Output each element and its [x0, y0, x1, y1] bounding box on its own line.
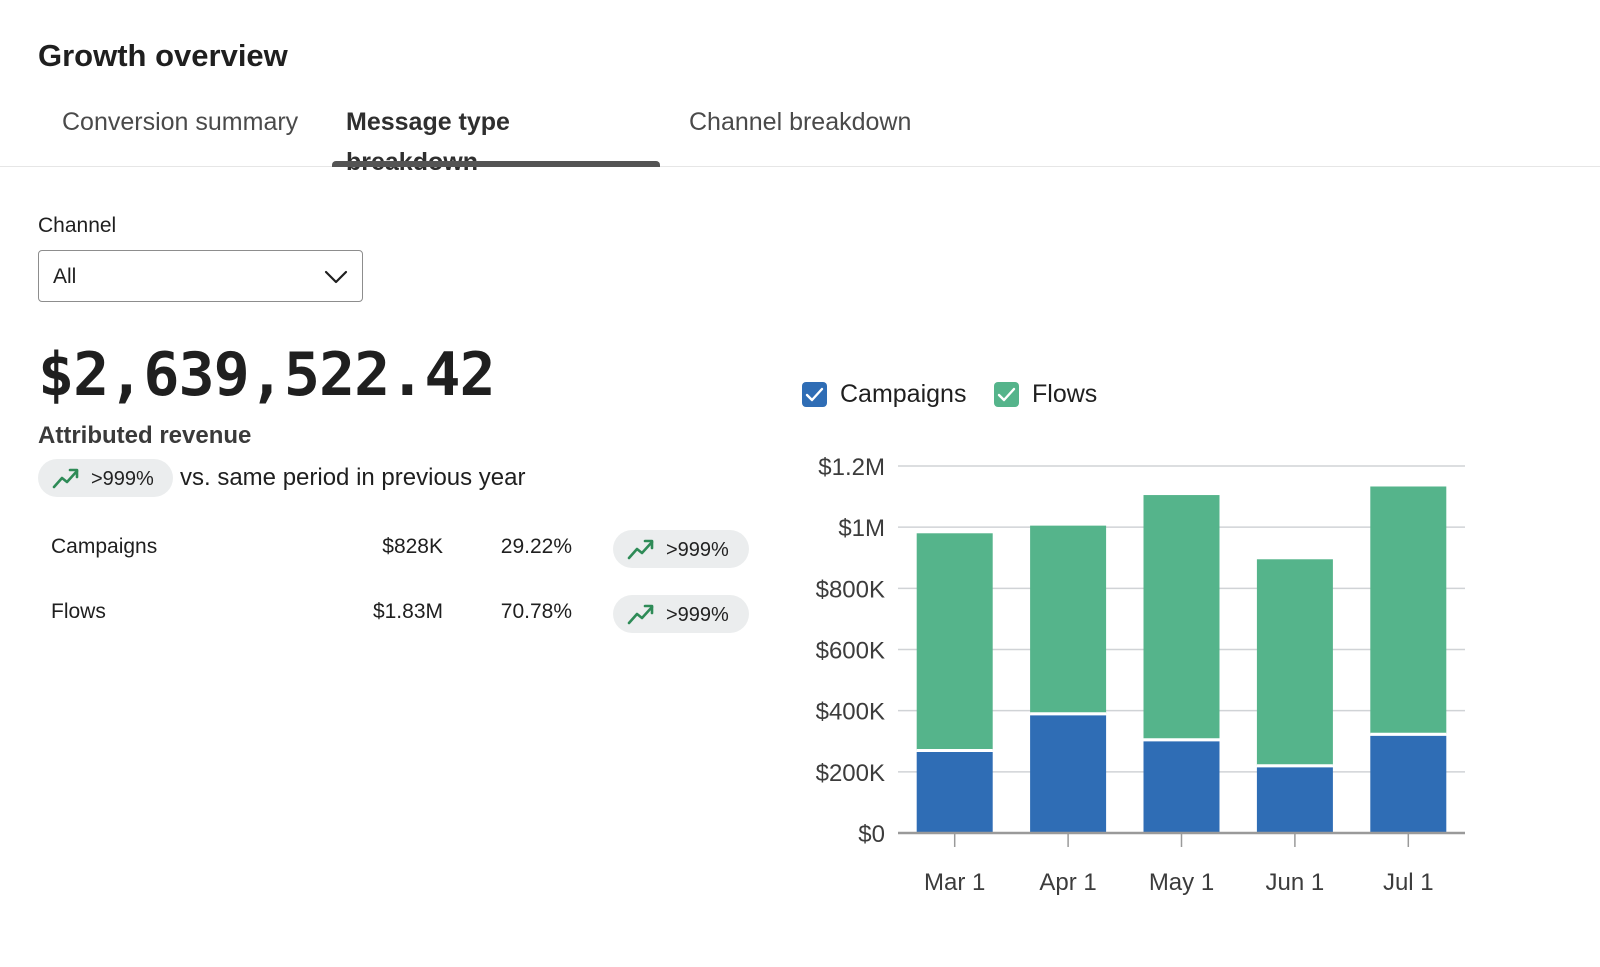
row-value: $828K [382, 535, 443, 558]
y-tick-label: $800K [816, 576, 885, 603]
row-name: Campaigns [51, 535, 158, 558]
y-tick-label: $0 [858, 821, 885, 848]
attributed-revenue-total: $2,639,522.42 [38, 340, 496, 410]
bar-flows [1030, 525, 1107, 714]
y-tick-label: $1M [838, 515, 885, 542]
bar-flows [1256, 559, 1333, 766]
tab-bar: Conversion summary Message type breakdow… [0, 100, 1600, 176]
page-title: Growth overview [38, 38, 288, 73]
tab-channel-breakdown[interactable]: Channel breakdown [689, 108, 912, 136]
legend-label-campaigns: Campaigns [840, 380, 967, 408]
channel-select-value: All [53, 265, 77, 288]
x-tick-label: Jul 1 [1383, 869, 1434, 896]
y-tick-label: $1.2M [818, 454, 885, 481]
row-change-badge: >999% [613, 530, 749, 568]
x-tick-label: Mar 1 [924, 869, 985, 896]
row-change-value: >999% [666, 539, 729, 561]
row-change-badge: >999% [613, 595, 749, 633]
trend-up-icon [52, 468, 79, 489]
bar-flows [1143, 495, 1220, 740]
row-name: Flows [51, 600, 106, 623]
bar-campaigns [1030, 715, 1107, 833]
tab-conversion-summary[interactable]: Conversion summary [62, 108, 299, 136]
row-share: 70.78% [500, 600, 572, 623]
channel-filter-label: Channel [38, 214, 117, 237]
bar-campaigns [1256, 767, 1333, 833]
bar-flows [1370, 486, 1447, 735]
trend-up-icon [627, 604, 654, 625]
legend-label-flows: Flows [1032, 380, 1098, 408]
comparison-text: vs. same period in previous year [180, 464, 526, 491]
tab-message-type-breakdown[interactable]: Message type breakdown [332, 102, 660, 176]
bar-campaigns [916, 751, 993, 833]
checkmark-icon [805, 387, 824, 402]
y-tick-label: $200K [816, 760, 885, 787]
attributed-revenue-label: Attributed revenue [38, 422, 252, 449]
x-tick-label: Jun 1 [1266, 869, 1325, 896]
bar-campaigns [1143, 741, 1220, 833]
yoy-change-value: >999% [91, 468, 154, 490]
bar-campaigns [1370, 735, 1447, 833]
trend-up-icon [627, 539, 654, 560]
row-value: $1.83M [372, 600, 443, 623]
row-change-value: >999% [666, 604, 729, 626]
checkbox-flows[interactable] [994, 382, 1019, 407]
row-share: 29.22% [500, 535, 572, 558]
y-tick-label: $600K [816, 638, 885, 665]
yoy-change-badge: >999% [38, 459, 173, 497]
channel-select[interactable]: All [38, 250, 363, 302]
y-tick-label: $400K [816, 699, 885, 726]
checkbox-campaigns[interactable] [802, 382, 827, 407]
chevron-down-icon [324, 270, 348, 284]
x-tick-label: Apr 1 [1039, 869, 1096, 896]
stacked-bar-chart: $0 $200K $400K $600K $800K $1M $1.2M Mar 1 Apr 1… [816, 454, 1465, 896]
checkmark-icon [997, 387, 1016, 402]
bar-flows [916, 533, 993, 751]
x-tick-label: May 1 [1149, 869, 1214, 896]
